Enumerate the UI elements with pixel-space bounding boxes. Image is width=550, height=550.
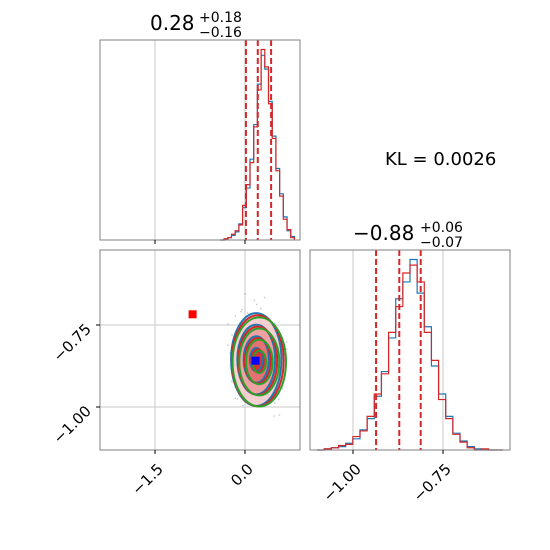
histogram-series-0 [317, 258, 503, 451]
quantile-lines-param2 [375, 250, 422, 450]
scatter-point [236, 397, 239, 400]
title-minus: −0.07 [420, 235, 463, 251]
panel-param2-marginal: −0.88 +0.06 −0.07 −1.00 −0.75 [309, 220, 511, 505]
histogram-param2 [317, 258, 503, 451]
title-plus: +0.18 [199, 10, 242, 26]
title-value: −0.88 [353, 221, 414, 245]
contour-2-2 [238, 327, 281, 397]
panel-param1-marginal: 0.28 +0.18 −0.16 [99, 10, 301, 244]
title-plus: +0.06 [420, 220, 463, 236]
scatter-point [227, 344, 229, 347]
scatter-point [234, 397, 237, 400]
kl-annotation: KL = 0.0026 [385, 149, 496, 170]
joint-density [188, 293, 288, 417]
scatter-point [285, 348, 288, 351]
scatter-point [277, 398, 280, 401]
scatter-point [285, 341, 288, 343]
scatter-point [253, 299, 256, 302]
contour-2-3 [231, 316, 287, 408]
scatter-point [281, 387, 284, 390]
title-minus: −0.16 [199, 25, 242, 41]
panel-joint: −1.5 0.0 −0.75 −1.00 [50, 249, 301, 499]
x-tick-label: −1.00 [320, 460, 365, 505]
scatter-point [278, 414, 281, 416]
scatter-point [234, 314, 237, 317]
x-tick-label: −1.5 [128, 460, 166, 498]
axes-frame [309, 249, 511, 451]
scatter-point [241, 308, 243, 311]
scatter-point [231, 333, 233, 336]
scatter-point [246, 312, 249, 314]
marker-0 [251, 356, 260, 365]
contour-2-1 [244, 338, 274, 386]
title-value: 0.28 [150, 11, 195, 35]
histogram-series-1 [317, 264, 503, 451]
panel-title-param1: 0.28 [150, 11, 195, 35]
scatter-point [230, 380, 233, 383]
scatter-point [274, 402, 276, 404]
panel-title-param2: −0.88 [353, 221, 414, 245]
y-tick-label: −1.00 [50, 402, 95, 447]
scatter-point [263, 296, 266, 299]
y-tick-label: −0.75 [50, 320, 95, 365]
x-tick-label: −0.75 [410, 460, 455, 505]
axes-frame [99, 249, 301, 451]
scatter-point [227, 323, 230, 325]
scatter-point [244, 293, 247, 295]
scatter-point [255, 303, 258, 306]
axes-frame [99, 39, 301, 241]
scatter-point [242, 404, 244, 407]
quantile-lines-param1 [244, 40, 273, 240]
scatter-point [273, 415, 276, 417]
scatter-point [240, 310, 242, 313]
scatter-point [260, 307, 262, 310]
x-tick-label: 0.0 [227, 460, 257, 490]
marker-1 [188, 310, 197, 319]
